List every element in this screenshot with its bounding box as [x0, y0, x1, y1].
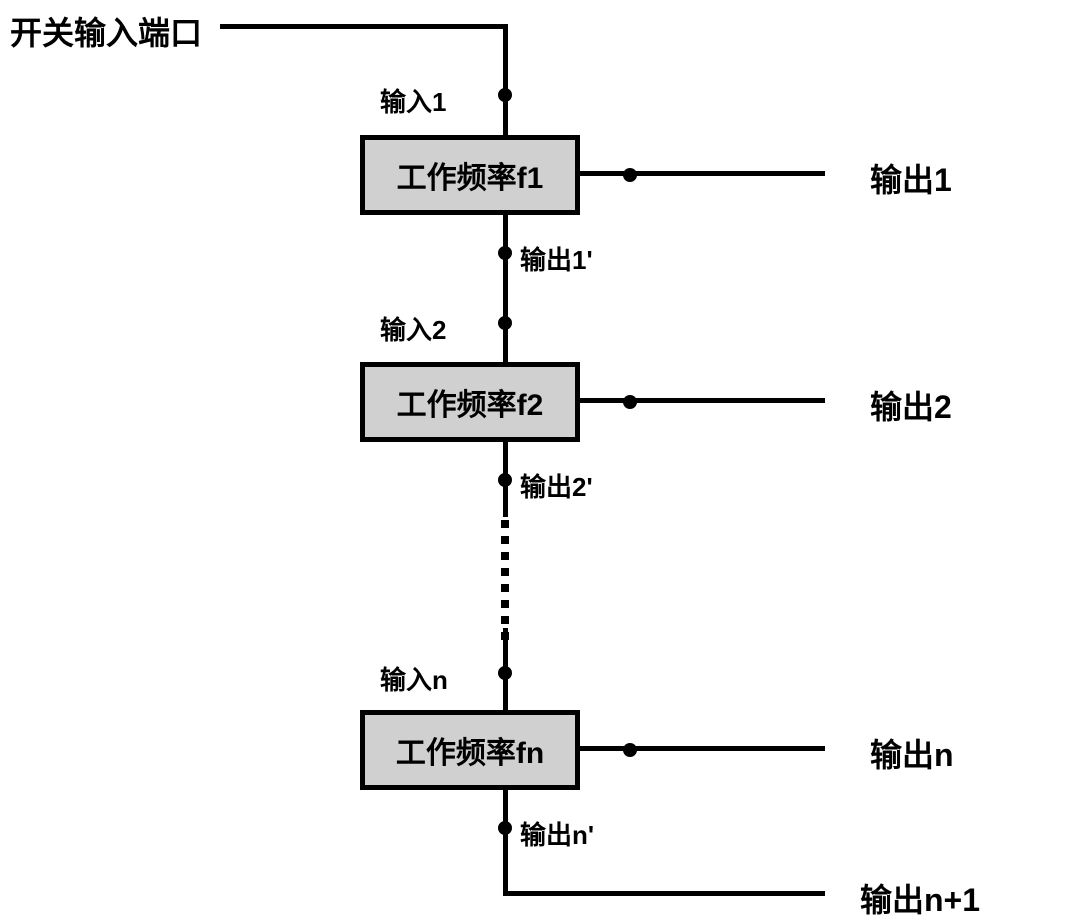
trunk-seg-1	[503, 24, 508, 135]
node-dot	[498, 88, 512, 102]
node-dot	[498, 473, 512, 487]
ellipsis-dots	[501, 520, 509, 640]
node-dot	[498, 316, 512, 330]
node-dot	[498, 666, 512, 680]
node-dot	[623, 395, 637, 409]
outputnp-label: 输出n'	[520, 815, 594, 852]
node-dot	[623, 168, 637, 182]
input1-label: 输入1	[380, 82, 446, 119]
trunk-seg-5	[503, 790, 508, 896]
top-input-line	[220, 24, 508, 29]
outputnp1-label: 输出n+1	[860, 875, 980, 921]
block-f2-label: 工作频率f2	[397, 380, 544, 424]
output1-label: 输出1	[870, 155, 952, 201]
output1p-label: 输出1'	[520, 240, 593, 277]
out2-line	[580, 398, 825, 403]
input-port-label: 开关输入端口	[10, 8, 202, 54]
outn-line	[580, 746, 825, 751]
trunk-seg-2	[503, 215, 508, 362]
node-dot	[498, 821, 512, 835]
input2-label: 输入2	[380, 310, 446, 347]
node-dot	[623, 743, 637, 757]
output2-label: 输出2	[870, 382, 952, 428]
block-fn-label: 工作频率fn	[396, 728, 544, 772]
block-f2: 工作频率f2	[360, 362, 580, 442]
block-f1-label: 工作频率f1	[397, 153, 544, 197]
block-f1: 工作频率f1	[360, 135, 580, 215]
block-diagram: 开关输入端口 工作频率f1 输入1 输出1' 输出1 工作频率f2 输入2 输出…	[0, 0, 1065, 924]
output2p-label: 输出2'	[520, 467, 593, 504]
out1-line	[580, 171, 825, 176]
outnp1-line	[503, 891, 825, 896]
node-dot	[498, 246, 512, 260]
outputn-label: 输出n	[870, 730, 954, 776]
inputn-label: 输入n	[380, 660, 448, 697]
block-fn: 工作频率fn	[360, 710, 580, 790]
